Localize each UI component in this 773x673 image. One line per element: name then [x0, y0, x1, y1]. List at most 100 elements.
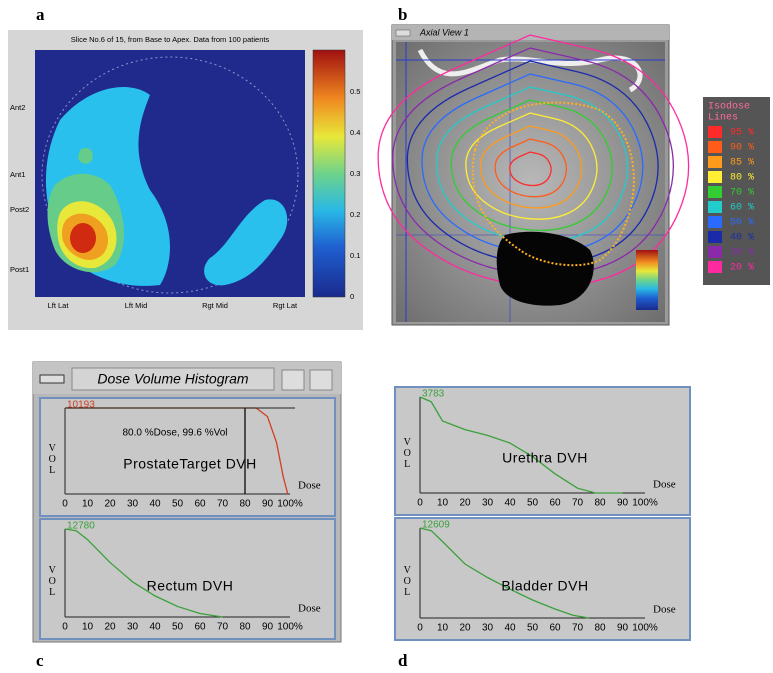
x-tick-label: 70 [217, 499, 229, 510]
legend-swatch [708, 141, 722, 153]
x-axis-label: Dose [298, 603, 321, 615]
colorbar-label: 0.5 [350, 87, 360, 96]
colorbar-label: 0.1 [350, 251, 360, 260]
x-tick-label: 60 [194, 622, 206, 633]
colorbar [313, 50, 345, 297]
colorbar-label: 0.4 [350, 128, 360, 137]
colorbar-label: 0.2 [350, 210, 360, 219]
x-tick-label: 40 [504, 498, 516, 509]
x-tick-label: 0 [62, 499, 68, 510]
minimize-button[interactable] [282, 370, 304, 390]
legend-label: 85 % [730, 158, 754, 169]
x-tick-label: 60 [549, 498, 561, 509]
legend-label: 90 % [730, 143, 754, 154]
legend-swatch [708, 201, 722, 213]
x-tick-label: 30 [482, 498, 494, 509]
x-tick-label: 80 [594, 498, 606, 509]
x-tick-label: 90 [262, 499, 274, 510]
x-tick-label: 90 [617, 623, 629, 634]
dvh-name: Bladder DVH [501, 578, 588, 594]
x-tick-label: 0 [417, 623, 423, 634]
panel-label: c [36, 651, 44, 670]
x-tick-label: 20 [104, 622, 116, 633]
x-tick-label: 60 [549, 623, 561, 634]
x-tick-label: 40 [149, 622, 161, 633]
heatmap-title: Slice No.6 of 15, from Base to Apex. Dat… [71, 35, 270, 44]
legend-swatch [708, 216, 722, 228]
dvh-name: Rectum DVH [147, 578, 234, 594]
panel-label: a [36, 5, 45, 24]
legend-label: 40 % [730, 233, 754, 244]
x-tick-label: 10 [82, 499, 94, 510]
x-tick-label: 20 [104, 499, 116, 510]
window-title: Axial View 1 [419, 27, 469, 37]
legend-swatch [708, 246, 722, 258]
y-axis-label: Ant1 [10, 170, 25, 179]
dvh-annotation: 80.0 %Dose, 99.6 %Vol [122, 428, 227, 439]
max-volume-label: 10193 [67, 400, 95, 411]
x-tick-label: 0 [417, 498, 423, 509]
x-axis-label: Dose [653, 604, 676, 616]
x-tick-label: 30 [127, 499, 139, 510]
x-tick-label: 90 [617, 498, 629, 509]
y-axis-label: Post2 [10, 205, 29, 214]
figure: a b c d Slice No.6 of 15, from Base to A… [0, 0, 773, 673]
x-tick-label: 90 [262, 622, 274, 633]
x-tick-label: 20 [459, 623, 471, 634]
x-axis-label: Dose [653, 479, 676, 491]
x-tick-label: 80 [239, 622, 251, 633]
legend-title: Lines [708, 112, 738, 124]
x-tick-label: 30 [482, 623, 494, 634]
x-tick-label: 70 [572, 498, 584, 509]
x-tick-label: 50 [527, 623, 539, 634]
x-tick-label: 70 [572, 623, 584, 634]
legend-label: 60 % [730, 203, 754, 214]
x-tick-label: 80 [594, 623, 606, 634]
max-volume-label: 3783 [422, 389, 445, 400]
x-tick-label: 60 [194, 499, 206, 510]
window-title: Dose Volume Histogram [97, 371, 249, 387]
y-axis-label: Post1 [10, 265, 29, 274]
x-tick-label: 100% [277, 622, 303, 633]
x-tick-label: 10 [437, 498, 449, 509]
legend-label: 95 % [730, 128, 754, 139]
y-axis-label: Ant2 [10, 103, 25, 112]
x-tick-label: 40 [504, 623, 516, 634]
legend-swatch [708, 156, 722, 168]
x-tick-label: 30 [127, 622, 139, 633]
window-menu-button[interactable] [40, 375, 64, 383]
x-tick-label: 100% [632, 498, 658, 509]
x-tick-label: 20 [459, 498, 471, 509]
y-axis-label: VOL [47, 565, 58, 598]
heat-region [70, 223, 96, 253]
panel-label: b [398, 5, 407, 24]
legend-swatch [708, 186, 722, 198]
legend-swatch [708, 171, 722, 183]
x-tick-label: 10 [437, 623, 449, 634]
legend-label: 70 % [730, 188, 754, 199]
dvh-name: Urethra DVH [502, 450, 588, 466]
x-tick-label: 0 [62, 622, 68, 633]
panel-a: Slice No.6 of 15, from Base to Apex. Dat… [8, 30, 363, 330]
window-menu-button[interactable] [396, 30, 410, 36]
rectum [497, 232, 594, 306]
maximize-button[interactable] [310, 370, 332, 390]
x-axis-label: Lft Lat [48, 301, 70, 310]
legend-label: 50 % [730, 218, 754, 229]
colorbar-label: 0 [350, 292, 354, 301]
x-axis-label: Dose [298, 480, 321, 492]
x-tick-label: 50 [172, 499, 184, 510]
panel-label: d [398, 651, 408, 670]
max-volume-label: 12780 [67, 521, 95, 532]
legend-swatch [708, 231, 722, 243]
x-tick-label: 40 [149, 499, 161, 510]
x-tick-label: 100% [277, 499, 303, 510]
x-tick-label: 100% [632, 623, 658, 634]
x-axis-label: Rgt Mid [202, 301, 228, 310]
legend-swatch [708, 261, 722, 273]
mini-colorbar [636, 250, 658, 310]
y-axis-label: VOL [402, 437, 413, 470]
x-axis-label: Rgt Lat [273, 301, 298, 310]
y-axis-label: VOL [47, 443, 58, 476]
